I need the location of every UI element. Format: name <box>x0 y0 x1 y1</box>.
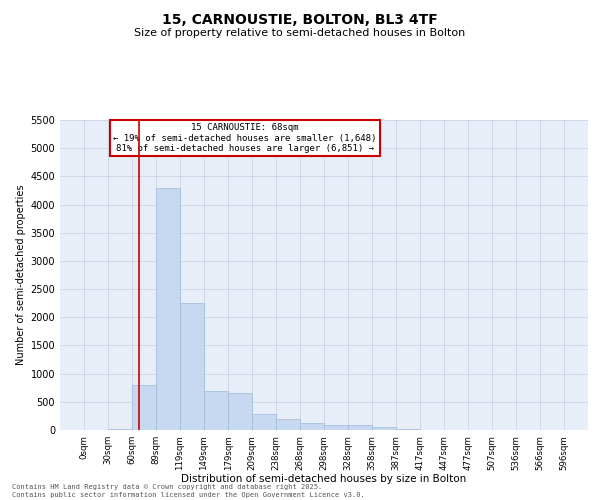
X-axis label: Distribution of semi-detached houses by size in Bolton: Distribution of semi-detached houses by … <box>181 474 467 484</box>
Bar <box>204 390 228 430</box>
Bar <box>253 414 275 430</box>
Bar <box>133 385 155 430</box>
Bar <box>300 422 324 430</box>
Text: Contains HM Land Registry data © Crown copyright and database right 2025.
Contai: Contains HM Land Registry data © Crown c… <box>12 484 365 498</box>
Text: 15, CARNOUSTIE, BOLTON, BL3 4TF: 15, CARNOUSTIE, BOLTON, BL3 4TF <box>162 12 438 26</box>
Bar <box>155 188 180 430</box>
Y-axis label: Number of semi-detached properties: Number of semi-detached properties <box>16 184 26 365</box>
Bar <box>228 394 253 430</box>
Bar <box>180 303 204 430</box>
Bar <box>395 429 420 430</box>
Text: Size of property relative to semi-detached houses in Bolton: Size of property relative to semi-detach… <box>134 28 466 38</box>
Bar <box>275 418 300 430</box>
Bar <box>373 427 395 430</box>
Text: 15 CARNOUSTIE: 68sqm
← 19% of semi-detached houses are smaller (1,648)
81% of se: 15 CARNOUSTIE: 68sqm ← 19% of semi-detac… <box>113 123 376 153</box>
Bar <box>348 426 373 430</box>
Bar <box>324 425 348 430</box>
